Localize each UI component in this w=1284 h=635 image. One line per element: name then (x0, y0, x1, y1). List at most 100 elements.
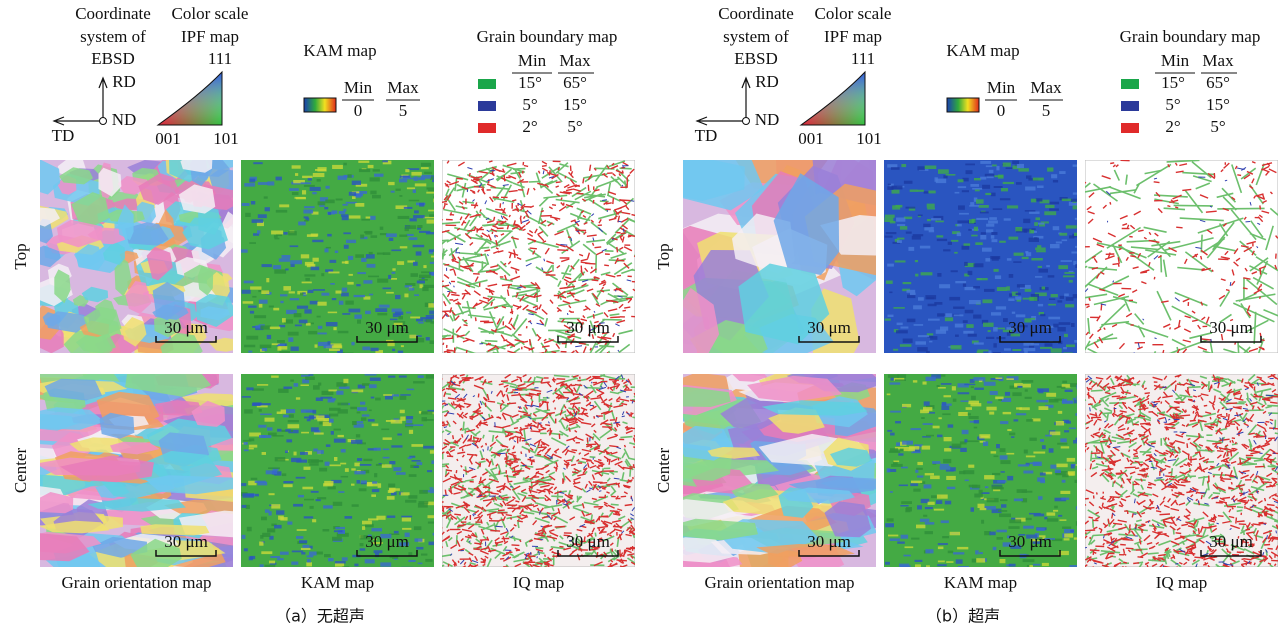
kam-spot (255, 325, 260, 328)
kam-spot (1058, 411, 1062, 414)
kam-spot (1066, 345, 1075, 348)
kam-spot (924, 484, 932, 488)
boundary (1175, 207, 1178, 208)
kam-spot (1050, 432, 1061, 436)
kam-spot (980, 161, 991, 164)
column-label: KAM map (301, 573, 374, 592)
kam-spot (968, 401, 979, 405)
kam-spot (359, 488, 367, 491)
kam-spot (383, 449, 390, 451)
kam-spot (421, 163, 431, 167)
kam-spot (401, 345, 404, 347)
kam-spot (277, 429, 281, 432)
kam-spot (1003, 318, 1008, 322)
coordinate-title: Coordinate (718, 4, 794, 23)
kam-spot (336, 391, 343, 395)
kam-spot (304, 516, 313, 518)
kam-spot (1009, 433, 1015, 436)
kam-spot (926, 565, 930, 569)
kam-spot (986, 337, 994, 339)
kam-spot (402, 528, 411, 530)
kam-spot (399, 195, 402, 197)
kam-spot (937, 273, 941, 277)
kam-spot (915, 560, 923, 562)
kam-spot (1015, 296, 1021, 299)
kam-spot (391, 445, 402, 447)
kam-spot (332, 165, 343, 169)
boundary (1170, 327, 1171, 329)
gb-value: 15° (1161, 73, 1185, 92)
kam-spot (1045, 343, 1053, 346)
kam-spot (405, 424, 413, 426)
kam-spot (415, 183, 427, 186)
kam-spot (913, 305, 922, 309)
kam-spot (956, 559, 963, 563)
kam-spot (1016, 413, 1026, 415)
kam-spot (1003, 182, 1014, 184)
kam-spot (939, 284, 950, 288)
kam-spot (1063, 347, 1067, 349)
kam-spot (986, 224, 994, 227)
kam-spot (918, 215, 923, 217)
kam-spot (1000, 198, 1011, 200)
kam-spot (1069, 428, 1076, 430)
kam-spot (342, 216, 349, 221)
kam-spot (913, 489, 920, 492)
kam-spot (392, 268, 395, 270)
boundary (515, 501, 519, 502)
kam-spot (981, 520, 984, 524)
kam-spot (958, 566, 969, 570)
kam-spot (1025, 389, 1028, 391)
kam-spot (431, 460, 435, 464)
kam-spot (406, 416, 413, 419)
boundary (537, 454, 541, 455)
kam-spot (1053, 226, 1060, 230)
boundary (569, 422, 575, 423)
kam-spot (304, 185, 315, 187)
boundary (1140, 272, 1147, 273)
kam-spot (979, 205, 989, 208)
kam-spot (428, 522, 434, 524)
kam-spot (335, 561, 346, 563)
kam-spot (365, 311, 371, 314)
kam-spot (888, 375, 899, 378)
kam-spot (400, 394, 411, 396)
gb-value: 5° (567, 117, 582, 136)
kam-spot (911, 428, 922, 430)
boundary (525, 425, 535, 426)
kam-spot (955, 335, 959, 337)
kam-spot (249, 242, 256, 244)
kam-spot (311, 491, 319, 493)
kam-spot (1049, 448, 1054, 452)
kam-spot (253, 162, 262, 164)
boundary (511, 395, 520, 396)
kam-spot (362, 347, 370, 351)
kam-spot (1023, 219, 1030, 223)
kam-spot (405, 285, 413, 287)
kam-spot (244, 442, 248, 445)
kam-spot (251, 478, 257, 480)
kam-spot (301, 552, 305, 554)
kam-spot (413, 215, 425, 218)
kam-spot (1069, 565, 1079, 569)
kam-spot (1003, 412, 1012, 414)
kam-spot (985, 486, 989, 488)
boundary (590, 457, 596, 458)
kam-spot (910, 293, 916, 296)
boundary (622, 380, 623, 382)
kam-spot (945, 501, 951, 505)
kam-spot (291, 562, 298, 565)
kam-spot (1050, 465, 1056, 469)
kam-spot (304, 216, 309, 218)
kam-spot (294, 383, 299, 387)
kam-spot (976, 199, 984, 203)
kam-spot (405, 500, 416, 503)
kam-spot (1060, 491, 1070, 494)
kam-spot (262, 533, 270, 537)
kam-spot (246, 387, 253, 390)
boundary (521, 452, 522, 454)
kam-spot (274, 235, 278, 238)
boundary (1260, 268, 1261, 275)
kam-spot (943, 459, 951, 463)
kam-spot (410, 317, 420, 319)
